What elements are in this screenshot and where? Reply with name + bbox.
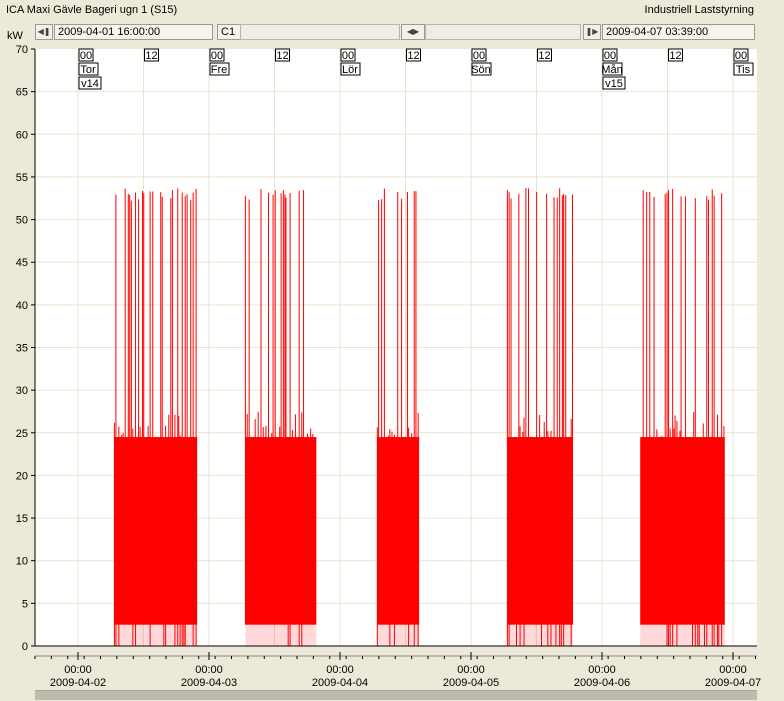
production-min-band (640, 624, 725, 646)
hour-marker: 00 Mån v15 (601, 48, 626, 90)
hour-marker-box (209, 48, 225, 62)
chart-title: ICA Maxi Gävle Bageri ugn 1 (S15) (6, 4, 178, 16)
hour-marker-label: 00 (342, 50, 354, 62)
day-marker-label: Tor (80, 64, 96, 76)
hour-marker-box (406, 48, 421, 62)
y-tick-label: 60 (16, 129, 28, 141)
day-marker-label: Sön (471, 64, 491, 76)
x-tick-date-label: 2009-04-05 (443, 677, 499, 689)
x-tick-date-label: 2009-04-06 (574, 677, 630, 689)
x-tick-time-label: 00:00 (719, 664, 747, 676)
day-marker-box (78, 62, 99, 76)
day-marker-box (340, 62, 361, 76)
y-tick-label: 30 (16, 385, 28, 397)
hour-marker: 12 (537, 48, 552, 62)
hour-marker: 12 (275, 48, 290, 62)
y-tick-label: 50 (16, 215, 28, 227)
x-tick-date-label: 2009-04-07 (705, 677, 761, 689)
week-marker-label: v15 (605, 78, 623, 90)
start-time-field[interactable]: 2009-04-01 16:00:00 (54, 24, 213, 40)
hour-marker-label: 00 (604, 50, 616, 62)
hour-marker-label: 00 (80, 50, 92, 62)
hour-marker-box (602, 48, 618, 62)
horizontal-scrollbar[interactable] (35, 690, 757, 700)
hour-marker: 12 (406, 48, 421, 62)
horizontal-scroll-arrows-icon[interactable]: ◀▶ (401, 24, 425, 40)
hour-marker: 00 Tor v14 (78, 48, 102, 90)
week-marker-box (78, 76, 102, 90)
hour-marker-label: 12 (407, 50, 419, 62)
y-tick-label: 70 (16, 44, 28, 56)
hour-marker-box (471, 48, 487, 62)
timeline-track[interactable] (240, 24, 400, 40)
hour-marker: 00 Sön (471, 48, 492, 76)
skip-to-end-icon[interactable]: ❚▶ (583, 24, 601, 40)
x-tick-time-label: 00:00 (64, 664, 92, 676)
timeline-track-right[interactable] (425, 24, 581, 40)
time-navigation-bar: ◀❚ 2009-04-01 16:00:00 C1 ◀▶ ❚▶ 2009-04-… (0, 24, 784, 42)
day-marker-label: Tis (736, 64, 751, 76)
x-tick-time-label: 00:00 (457, 664, 485, 676)
y-tick-label: 55 (16, 172, 28, 184)
top-hour-markers: 00 Tor v14 12 00 Fre 12 00 Lör 12 00 Sön 12 00 Mån v15 1… (78, 48, 754, 90)
hour-marker-box (733, 48, 749, 62)
hour-marker: 12 (144, 48, 159, 62)
end-time-field[interactable]: 2009-04-07 03:39:00 (602, 24, 755, 40)
y-tick-label: 5 (22, 598, 28, 610)
y-tick-label: 10 (16, 556, 28, 568)
hour-marker: 00 Fre (209, 48, 230, 76)
hour-marker-label: 00 (211, 50, 223, 62)
hour-marker-box (144, 48, 159, 62)
x-axis: 00:002009-04-0200:002009-04-0300:002009-… (34, 652, 761, 689)
y-tick-label: 65 (16, 87, 28, 99)
x-tick-date-label: 2009-04-03 (181, 677, 237, 689)
day-marker-box (471, 62, 492, 76)
y-tick-label: 40 (16, 300, 28, 312)
y-tick-label: 45 (16, 257, 28, 269)
hour-marker-box (537, 48, 552, 62)
app-label: Industriell Laststyrning (644, 4, 754, 16)
production-min-band (377, 624, 420, 646)
hour-marker: 12 (668, 48, 683, 62)
hour-marker-box (668, 48, 683, 62)
day-marker-label: Fre (211, 64, 228, 76)
hour-marker-label: 00 (735, 50, 747, 62)
day-marker-label: Mån (601, 64, 622, 76)
hour-marker: 00 Lör (340, 48, 361, 76)
x-tick-date-label: 2009-04-02 (50, 677, 106, 689)
x-tick-time-label: 00:00 (195, 664, 223, 676)
production-min-band (507, 624, 573, 646)
y-tick-label: 0 (22, 641, 28, 653)
skip-to-start-icon[interactable]: ◀❚ (35, 24, 53, 40)
load-series (113, 188, 725, 646)
hour-marker-box (340, 48, 356, 62)
x-tick-time-label: 00:00 (588, 664, 616, 676)
y-axis: 0 5 10 15 20 25 30 35 40 45 50 55 60 65 70 (16, 44, 757, 653)
hour-marker: 00 Tis (733, 48, 754, 76)
day-marker-box (602, 62, 623, 76)
hour-marker-box (78, 48, 94, 62)
window-titlebar: ICA Maxi Gävle Bageri ugn 1 (S15) Indust… (0, 0, 784, 22)
y-tick-label: 15 (16, 513, 28, 525)
production-min-band (245, 624, 317, 646)
week-marker-label: v14 (81, 78, 99, 90)
hour-marker-label: 12 (276, 50, 288, 62)
day-marker-box (733, 62, 754, 76)
hour-marker-label: 12 (538, 50, 550, 62)
hour-marker-label: 12 (669, 50, 681, 62)
hour-marker-label: 00 (473, 50, 485, 62)
x-tick-date-label: 2009-04-04 (312, 677, 368, 689)
hour-marker-box (275, 48, 290, 62)
y-tick-label: 20 (16, 470, 28, 482)
x-tick-time-label: 00:00 (326, 664, 354, 676)
hour-marker-label: 12 (145, 50, 157, 62)
week-marker-box (602, 76, 626, 90)
y-axis-unit-label: kW (7, 30, 24, 42)
day-marker-box (209, 62, 230, 76)
y-tick-label: 25 (16, 428, 28, 440)
y-tick-label: 35 (16, 343, 28, 355)
day-marker-label: Lör (342, 64, 358, 76)
